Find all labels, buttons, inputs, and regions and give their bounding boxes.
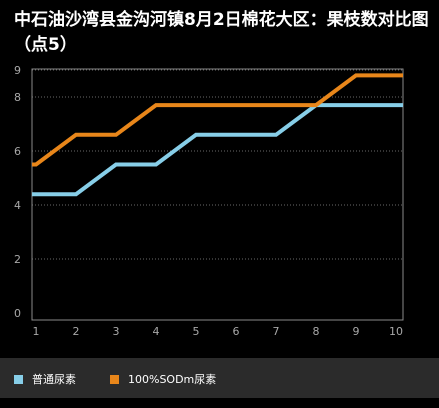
series-line-1 [32, 103, 403, 197]
x-tick-label: 7 [273, 325, 280, 338]
legend-label-series-2: 100%SODm尿素 [128, 373, 217, 386]
y-tick-label: 9 [14, 64, 21, 77]
y-tick-label: 6 [14, 145, 21, 158]
y-tick-label: 4 [14, 199, 21, 212]
x-tick-label: 10 [389, 325, 403, 338]
x-axis-tick-labels: 1 2 3 4 5 6 7 8 9 10 [33, 325, 404, 338]
legend: 普通尿素 100%SODm尿素 [0, 358, 439, 398]
y-tick-label: 0 [14, 307, 21, 320]
x-tick-label: 3 [113, 325, 120, 338]
x-tick-label: 5 [193, 325, 200, 338]
y-axis-tick-labels: 0 2 4 6 8 9 [14, 64, 21, 320]
chart-title: 中石油沙湾县金沟河镇8月2日棉花大区：果枝数对比图（点5） [14, 10, 429, 55]
y-tick-label: 2 [14, 253, 21, 266]
legend-label-series-1: 普通尿素 [32, 373, 76, 386]
x-tick-label: 4 [153, 325, 160, 338]
y-tick-label: 8 [14, 91, 21, 104]
x-tick-label: 8 [313, 325, 320, 338]
x-tick-label: 1 [33, 325, 40, 338]
grid-lines [32, 69, 403, 260]
legend-swatch-series-1 [14, 374, 23, 384]
legend-item-series-2: 100%SODm尿素 [110, 372, 216, 386]
legend-swatch-series-2 [110, 374, 119, 384]
series-line-2 [32, 73, 403, 167]
x-tick-label: 9 [353, 325, 360, 338]
series-lines [32, 73, 403, 197]
legend-item-series-1: 普通尿素 [14, 372, 76, 386]
x-tick-label: 2 [73, 325, 80, 338]
x-tick-label: 6 [233, 325, 240, 338]
